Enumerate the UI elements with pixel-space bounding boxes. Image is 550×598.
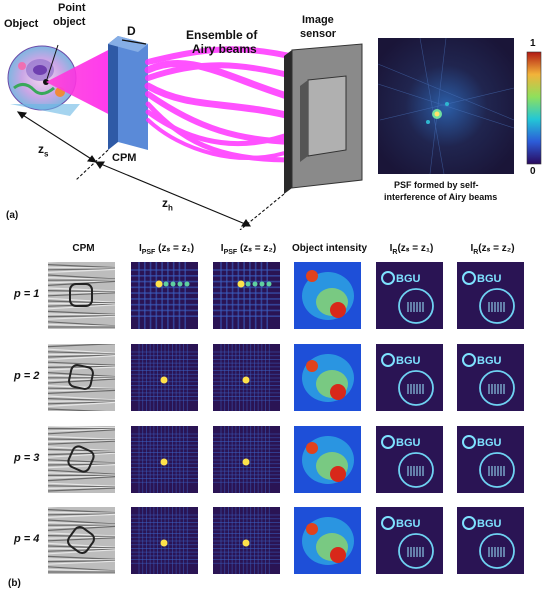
- row-label-p3: p = 3: [14, 452, 40, 464]
- colorbar: [526, 51, 542, 165]
- tile-row3-col4: [294, 426, 361, 493]
- tile-row3-col3: [213, 426, 280, 493]
- panel-a-label: (a): [6, 210, 19, 221]
- tile-row4-col4: [294, 507, 361, 574]
- col-header-ipsf-z1: IPSF (zₛ = z₁): [138, 243, 195, 256]
- tile-row4-col1: [48, 507, 115, 574]
- tile-row1-col1: [48, 262, 115, 329]
- psf-caption-line1: PSF formed by self-: [394, 180, 479, 190]
- col-header-cpm: CPM: [72, 243, 95, 254]
- zs-label: zs: [38, 142, 49, 159]
- tile-row4-col2: [131, 507, 198, 574]
- tile-row2-col4: [294, 344, 361, 411]
- tile-row2-col3: [213, 344, 280, 411]
- bgu-logo-text: BGU: [396, 518, 421, 530]
- tile-row2-col1: [48, 344, 115, 411]
- airy-label-line2: Airy beams: [192, 42, 257, 56]
- distance-markers: [16, 111, 285, 230]
- psf-caption-line2: interference of Airy beams: [384, 192, 498, 202]
- colorbar-max-label: 1: [530, 38, 536, 49]
- bgu-logo-text: BGU: [396, 355, 421, 367]
- psf-inset-image: [377, 37, 515, 175]
- col-header-object-intensity: Object intensity: [292, 243, 368, 254]
- image-sensor-icon: [284, 43, 363, 194]
- tile-row3-col2: [131, 426, 198, 493]
- bgu-logo-text: BGU: [477, 273, 502, 285]
- tile-row1-col5: BGU: [376, 262, 443, 329]
- col-header-ir-z1: IR(zₛ = z₁): [389, 243, 434, 256]
- tile-row3-col1: [48, 426, 115, 493]
- bgu-logo-text: BGU: [477, 518, 502, 530]
- setup-diagram: [7, 36, 542, 230]
- row-label-p1: p = 1: [14, 288, 40, 300]
- cell-object-icon: [7, 45, 80, 116]
- light-cone: [46, 46, 116, 118]
- cpm-slab-icon: [108, 36, 148, 150]
- point-object-pointer: [46, 44, 59, 80]
- colorbar-min-label: 0: [530, 166, 536, 177]
- tile-row3-col6: BGU: [457, 426, 524, 493]
- bgu-logo-text: BGU: [396, 273, 421, 285]
- col-header-ipsf-z2: IPSF (zₛ = z₂): [220, 243, 277, 256]
- tile-row2-col2: [131, 344, 198, 411]
- tile-row1-col4: [294, 262, 361, 329]
- tile-row1-col2: [131, 262, 198, 329]
- point-object-label-line2: object: [53, 16, 86, 28]
- airy-label-line1: Ensemble of: [186, 28, 258, 42]
- bgu-logo-text: BGU: [477, 355, 502, 367]
- point-object-label-line1: Point: [58, 2, 86, 14]
- row-label-p4: p = 4: [14, 533, 40, 545]
- object-label: Object: [4, 18, 39, 30]
- tile-row4-col5: BGU: [376, 507, 443, 574]
- zh-label: zh: [162, 196, 173, 213]
- d-label: D: [127, 24, 136, 38]
- sensor-label-line2: sensor: [300, 28, 337, 40]
- cpm-label: CPM: [112, 152, 137, 164]
- tile-row1-col3: [213, 262, 280, 329]
- sensor-label-line1: Image: [302, 14, 334, 26]
- tile-row1-col6: BGU: [457, 262, 524, 329]
- panel-b-label: (b): [8, 578, 21, 589]
- col-header-ir-z2: IR(zₛ = z₂): [470, 243, 515, 256]
- tile-row3-col5: BGU: [376, 426, 443, 493]
- tile-row2-col5: BGU: [376, 344, 443, 411]
- tile-row2-col6: BGU: [457, 344, 524, 411]
- tile-row4-col6: BGU: [457, 507, 524, 574]
- bgu-logo-text: BGU: [477, 437, 502, 449]
- d-dimension-line: [121, 39, 147, 45]
- bgu-logo-text: BGU: [396, 437, 421, 449]
- tile-row4-col3: [213, 507, 280, 574]
- airy-beams: [144, 46, 304, 163]
- row-label-p2: p = 2: [14, 370, 40, 382]
